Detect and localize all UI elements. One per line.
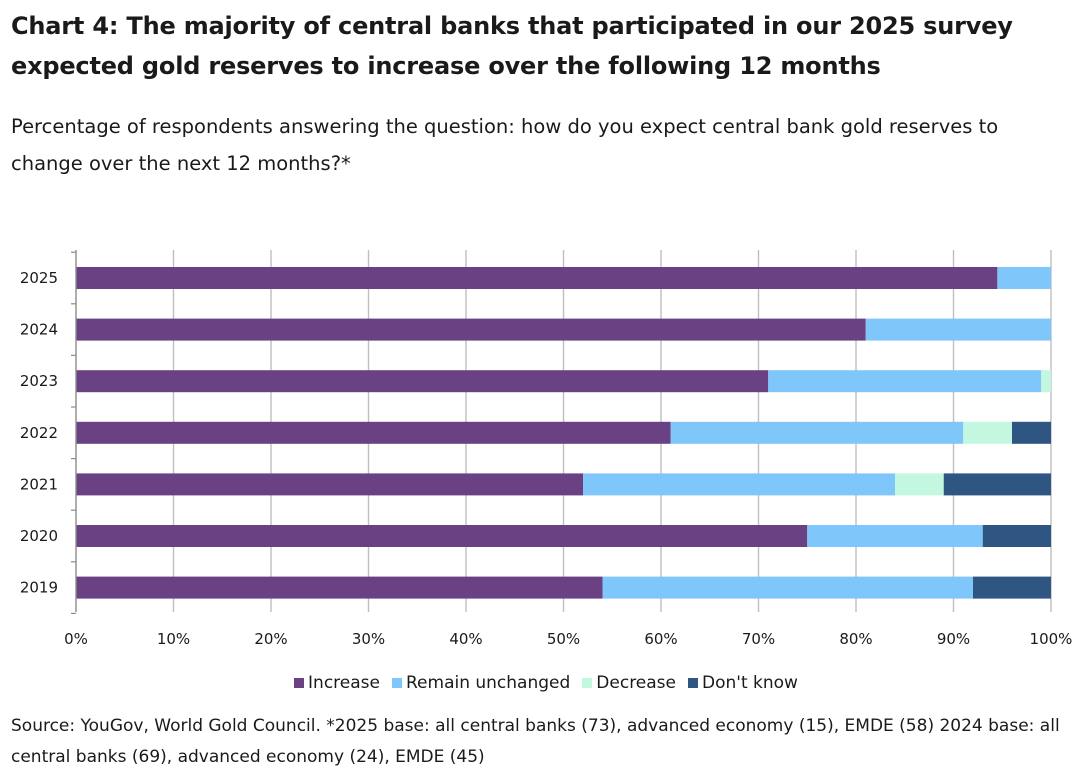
bar-segment	[973, 576, 1051, 599]
chart-title: Chart 4: The majority of central banks t…	[11, 12, 1013, 80]
x-tick-labels: 0% 10% 20% 30% 40% 50% 60% 70% 80% 90% 100%	[64, 630, 1072, 648]
y-tick-label: 2022	[20, 424, 58, 442]
legend-label: Increase	[308, 673, 380, 693]
bar-segment	[982, 525, 1051, 547]
bar-segment	[76, 473, 583, 496]
bar-segment	[865, 318, 1051, 341]
legend-label: Remain unchanged	[406, 673, 571, 693]
bar-segment	[1041, 370, 1051, 393]
x-tick-label: 20%	[254, 630, 287, 648]
legend-item: Don't know	[688, 673, 798, 693]
y-tick-label: 2024	[20, 321, 58, 339]
bar-segment	[76, 576, 603, 599]
legend-swatch	[582, 678, 593, 688]
bar-segment	[768, 370, 1042, 393]
x-tick-label: 90%	[937, 630, 970, 648]
x-tick-label: 0%	[64, 630, 88, 648]
bars	[76, 267, 1051, 599]
y-tick-labels: 2025 2024 2023 2022 2021 2020 2019	[20, 269, 58, 597]
bar-segment	[943, 473, 1051, 496]
bar-segment	[807, 525, 983, 547]
axes	[71, 250, 77, 614]
bar-segment	[76, 370, 769, 393]
legend-swatch	[294, 678, 305, 688]
x-tick-label: 30%	[352, 630, 385, 648]
x-tick-label: 50%	[547, 630, 580, 648]
y-tick-label: 2019	[20, 579, 58, 597]
legend-label: Decrease	[596, 673, 677, 693]
bar-segment	[76, 267, 998, 289]
y-tick-label: 2021	[20, 475, 58, 493]
bar-segment	[670, 421, 964, 444]
y-tick-label: 2020	[20, 527, 58, 545]
legend-swatch	[688, 678, 699, 688]
legend-item: Increase	[294, 673, 380, 693]
bar-segment	[76, 421, 671, 444]
bar-segment	[997, 267, 1051, 289]
bar-segment	[1012, 421, 1051, 444]
legend-swatch	[392, 678, 402, 688]
stacked-bar-chart: 2025 2024 2023 2022 2021 2020 2019 0% 10% 20% 30%…	[20, 250, 1072, 648]
x-tick-label: 100%	[1030, 630, 1073, 648]
bar-segment	[963, 421, 1012, 444]
x-tick-label: 80%	[839, 630, 872, 648]
bar-segment	[602, 576, 973, 599]
bar-segment	[76, 318, 866, 341]
y-tick-label: 2025	[20, 269, 58, 287]
x-tick-label: 60%	[644, 630, 677, 648]
legend-item: Remain unchanged	[392, 673, 570, 693]
chart-subtitle: Percentage of respondents answering the …	[11, 115, 999, 175]
bar-segment	[895, 473, 944, 496]
legend: Increase Remain unchanged Decrease Don't kn…	[0, 670, 1092, 696]
x-tick-label: 40%	[449, 630, 482, 648]
source-note: Source: YouGov, World Gold Council. *202…	[11, 716, 1060, 767]
x-tick-label: 70%	[742, 630, 775, 648]
legend-item: Decrease	[582, 673, 676, 693]
bar-segment	[583, 473, 895, 496]
y-tick-label: 2023	[20, 372, 58, 390]
bar-segment	[76, 525, 808, 547]
legend-label: Don't know	[702, 673, 798, 693]
x-tick-label: 10%	[157, 630, 190, 648]
